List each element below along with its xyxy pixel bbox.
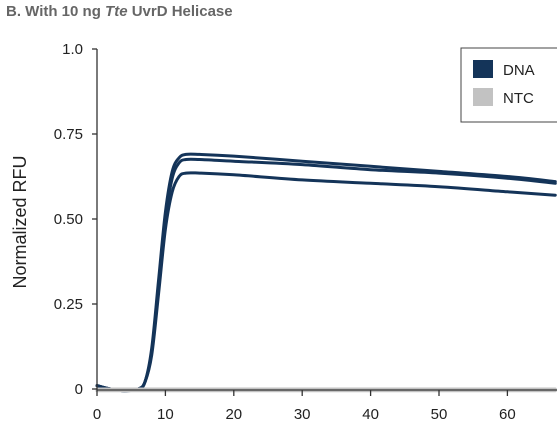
y-tick-label-3: 0.75 xyxy=(54,126,83,143)
legend-swatch-ntc xyxy=(473,88,493,106)
legend-label-dna: DNA xyxy=(503,62,535,79)
legend-box xyxy=(460,47,557,123)
y-tick-label-0: 0 xyxy=(75,381,83,398)
x-tick-label-4: 40 xyxy=(362,406,379,423)
x-tick-label-6: 60 xyxy=(499,406,516,423)
series-line-dna-1 xyxy=(95,157,557,393)
y-tick-label-4: 1.0 xyxy=(62,41,83,58)
x-tick-label-3: 30 xyxy=(294,406,311,423)
axes-layer: 0 0.25 0.50 0.75 1.0 0 10 20 30 40 50 60 xyxy=(54,41,557,423)
x-tick-label-1: 10 xyxy=(157,406,174,423)
x-tick-label-0: 0 xyxy=(93,406,101,423)
legend-swatch-dna xyxy=(473,60,493,78)
y-tick-label-2: 0.50 xyxy=(54,211,83,228)
y-axis-title: Normalized RFU xyxy=(10,155,30,288)
panel-title-prefix: B. With 10 ng xyxy=(6,3,106,20)
panel-title: B. With 10 ng Tte UvrD Helicase xyxy=(6,3,233,20)
x-tick-label-2: 20 xyxy=(225,406,242,423)
legend: DNA NTC xyxy=(460,47,557,123)
legend-label-ntc: NTC xyxy=(503,90,534,107)
panel-title-suffix: UvrD Helicase xyxy=(127,3,233,20)
series-layer xyxy=(95,152,557,393)
y-tick-label-1: 0.25 xyxy=(54,296,83,313)
panel-title-italic: Tte xyxy=(105,3,128,20)
x-tick-label-5: 50 xyxy=(431,406,448,423)
